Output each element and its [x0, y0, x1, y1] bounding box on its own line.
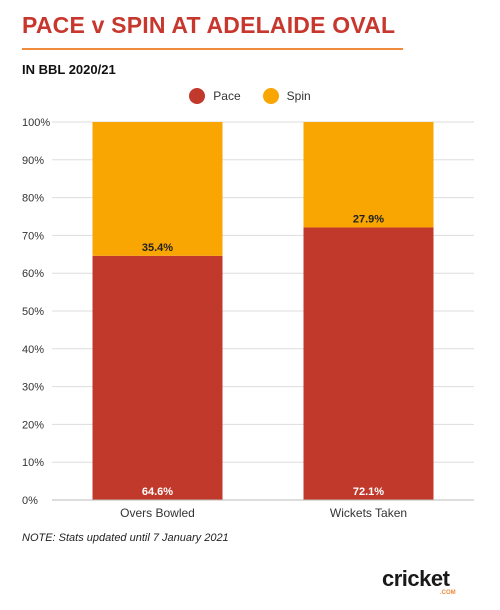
y-tick-label: 10%	[22, 457, 44, 469]
y-tick-label: 20%	[22, 419, 44, 431]
logo-wordmark: cricket	[382, 566, 450, 591]
legend: Pace Spin	[0, 88, 500, 104]
y-tick-label: 90%	[22, 155, 44, 167]
y-tick-label: 0%	[22, 495, 38, 507]
data-label: 72.1%	[353, 486, 384, 498]
data-label: 27.9%	[353, 213, 384, 225]
footnote: NOTE: Stats updated until 7 January 2021	[22, 532, 229, 544]
legend-item-pace: Pace	[189, 88, 241, 104]
legend-label-pace: Pace	[213, 89, 241, 103]
y-tick-label: 40%	[22, 344, 44, 356]
bar-spin	[303, 122, 434, 228]
stacked-bar-chart: 0% 10% 20% 30% 40% 50% 60% 70% 80% 90% 100% 64.6% 35…	[22, 117, 474, 520]
x-tick-label: Overs Bowled	[120, 506, 195, 520]
legend-swatch-pace	[189, 88, 206, 104]
y-tick-label: 60%	[22, 268, 44, 280]
title-divider	[22, 48, 403, 50]
data-label: 64.6%	[142, 486, 173, 498]
legend-swatch-spin	[262, 88, 279, 104]
chart-subtitle: IN BBL 2020/21	[22, 62, 116, 77]
y-tick-label: 30%	[22, 382, 44, 394]
legend-label-spin: Spin	[286, 89, 311, 103]
y-tick-label: 100%	[22, 117, 50, 129]
cricket-logo: cricket .COM	[382, 566, 472, 596]
y-tick-label: 70%	[22, 230, 44, 242]
logo-subtext: .COM	[440, 590, 456, 596]
bar-pace	[92, 255, 223, 500]
bar-spin	[92, 122, 223, 256]
legend-item-spin: Spin	[262, 88, 311, 104]
data-label: 35.4%	[142, 242, 173, 254]
y-tick-label: 80%	[22, 193, 44, 205]
chart-title: PACE v SPIN AT ADELAIDE OVAL	[22, 12, 396, 38]
bar-pace	[303, 227, 434, 500]
x-tick-label: Wickets Taken	[330, 506, 407, 520]
y-tick-label: 50%	[22, 306, 44, 318]
